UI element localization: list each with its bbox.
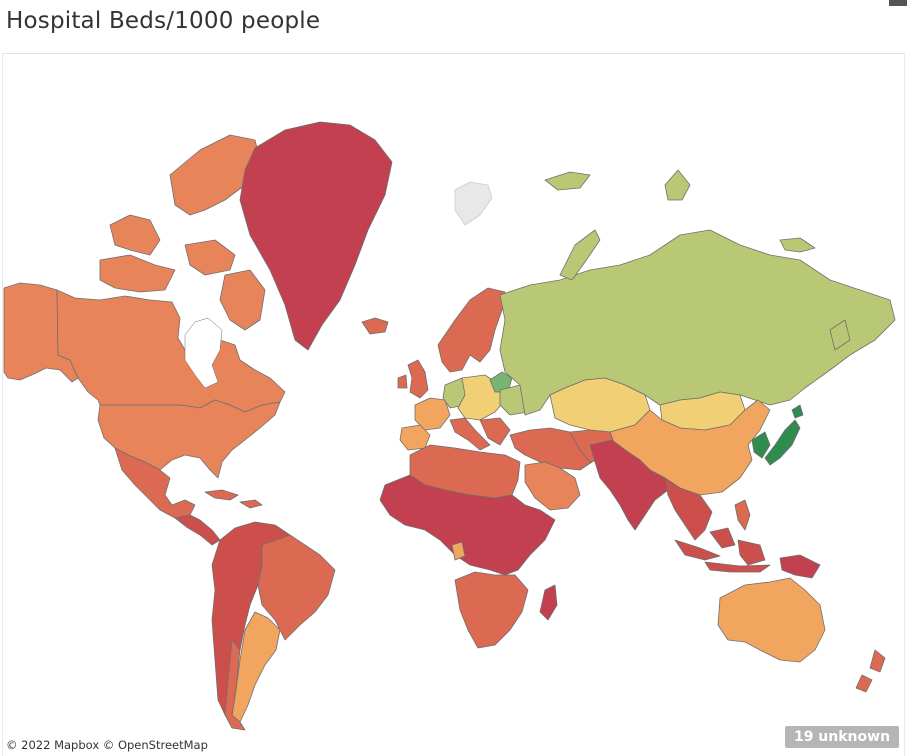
map-attribution: © 2022 Mapbox © OpenStreetMap [6, 738, 208, 752]
region-alaska[interactable] [3, 282, 79, 383]
region-iceland[interactable] [361, 317, 389, 335]
region-philippines[interactable] [734, 499, 751, 531]
region-caribbean[interactable] [204, 489, 263, 509]
region-greenland[interactable] [239, 121, 393, 351]
region-india[interactable] [589, 439, 669, 531]
region-western-europe[interactable] [399, 397, 451, 451]
hudson-bay [184, 317, 223, 389]
region-papua[interactable] [779, 554, 821, 579]
region-australia[interactable] [717, 577, 826, 663]
region-korea[interactable] [751, 431, 771, 459]
region-southern-europe[interactable] [449, 417, 511, 451]
region-russia-islands[interactable] [544, 169, 851, 351]
corner-tab [889, 0, 907, 6]
region-brazil[interactable] [257, 534, 336, 641]
unknown-count-badge[interactable]: 19 unknown [785, 726, 899, 748]
region-central-africa[interactable] [379, 474, 556, 576]
region-belarus[interactable] [489, 371, 513, 393]
region-madagascar[interactable] [539, 584, 558, 621]
region-indonesia[interactable] [674, 527, 771, 573]
region-mexico[interactable] [114, 447, 196, 519]
region-japan[interactable] [764, 404, 804, 466]
region-russia[interactable] [499, 229, 896, 416]
region-southeast-asia[interactable] [664, 477, 713, 541]
region-chile[interactable] [224, 639, 246, 731]
region-argentina[interactable] [231, 611, 281, 723]
region-svalbard[interactable] [454, 181, 493, 226]
region-new-zealand[interactable] [855, 649, 886, 693]
region-uk-ireland[interactable] [397, 359, 429, 399]
region-canada[interactable] [56, 289, 286, 413]
region-southern-africa[interactable] [454, 571, 529, 649]
map-title: Hospital Beds/1000 people [6, 8, 321, 34]
region-saudi-arabia[interactable] [524, 461, 581, 511]
region-scandinavia[interactable] [437, 287, 506, 373]
region-gabon[interactable] [451, 541, 466, 561]
region-central-america[interactable] [174, 514, 221, 546]
